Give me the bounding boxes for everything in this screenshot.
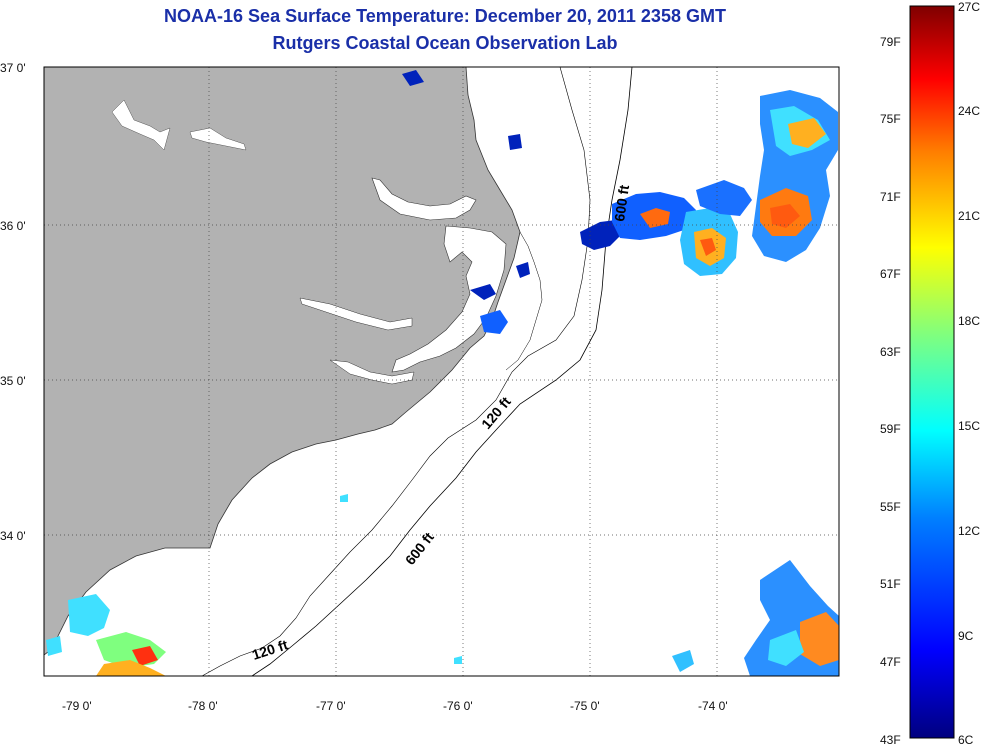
river-inlet-1 — [299, 297, 413, 331]
f-label-55: 55F — [880, 500, 901, 514]
f-label-79: 79F — [880, 35, 901, 49]
f-label-71: 71F — [880, 190, 901, 204]
c-label-24: 24C — [958, 104, 980, 118]
f-label-75: 75F — [880, 112, 901, 126]
contour-600ft-north — [251, 67, 633, 676]
lon-label-79: -79 0' — [62, 699, 92, 713]
lat-label-36: 36 0' — [0, 219, 26, 233]
lat-label-37: 37 0' — [0, 61, 26, 75]
c-label-15: 15C — [958, 419, 980, 433]
c-label-6: 6C — [958, 733, 974, 747]
c-label-9: 9C — [958, 629, 974, 643]
f-label-59: 59F — [880, 422, 901, 436]
graticule — [44, 67, 839, 676]
map-frame — [43, 66, 840, 677]
lat-label-34: 34 0' — [0, 529, 26, 543]
lake-west-2 — [189, 127, 247, 151]
contour-label-600ft-north: 600 ft — [611, 184, 632, 223]
pamlico-sound — [391, 225, 507, 373]
f-label-43: 43F — [880, 733, 901, 747]
albemarle-sound — [371, 177, 477, 221]
lon-label-74: -74 0' — [698, 699, 728, 713]
lon-label-75: -75 0' — [570, 699, 600, 713]
f-label-67: 67F — [880, 267, 901, 281]
river-inlet-2 — [329, 359, 415, 385]
c-label-12: 12C — [958, 524, 980, 538]
lat-label-35: 35 0' — [0, 374, 26, 388]
colorbar — [909, 5, 955, 739]
contour-120ft — [201, 67, 591, 676]
c-label-18: 18C — [958, 314, 980, 328]
lon-label-76: -76 0' — [443, 699, 473, 713]
coastline-detail — [505, 231, 543, 371]
lake-west — [111, 99, 171, 151]
lon-label-78: -78 0' — [188, 699, 218, 713]
f-label-51: 51F — [880, 577, 901, 591]
map-subtitle: Rutgers Coastal Ocean Observation Lab — [272, 33, 618, 53]
colorbar-celsius-labels: 27C 24C 21C 18C 15C 12C 9C 6C — [958, 0, 980, 747]
map-title: NOAA-16 Sea Surface Temperature: Decembe… — [164, 6, 726, 26]
f-label-47: 47F — [880, 655, 901, 669]
c-label-27: 27C — [958, 0, 980, 14]
f-label-63: 63F — [880, 345, 901, 359]
colorbar-fahrenheit-labels: 79F 75F 71F 67F 63F 59F 55F 51F 47F 43F — [880, 35, 901, 747]
lon-label-77: -77 0' — [316, 699, 346, 713]
c-label-21: 21C — [958, 209, 980, 223]
